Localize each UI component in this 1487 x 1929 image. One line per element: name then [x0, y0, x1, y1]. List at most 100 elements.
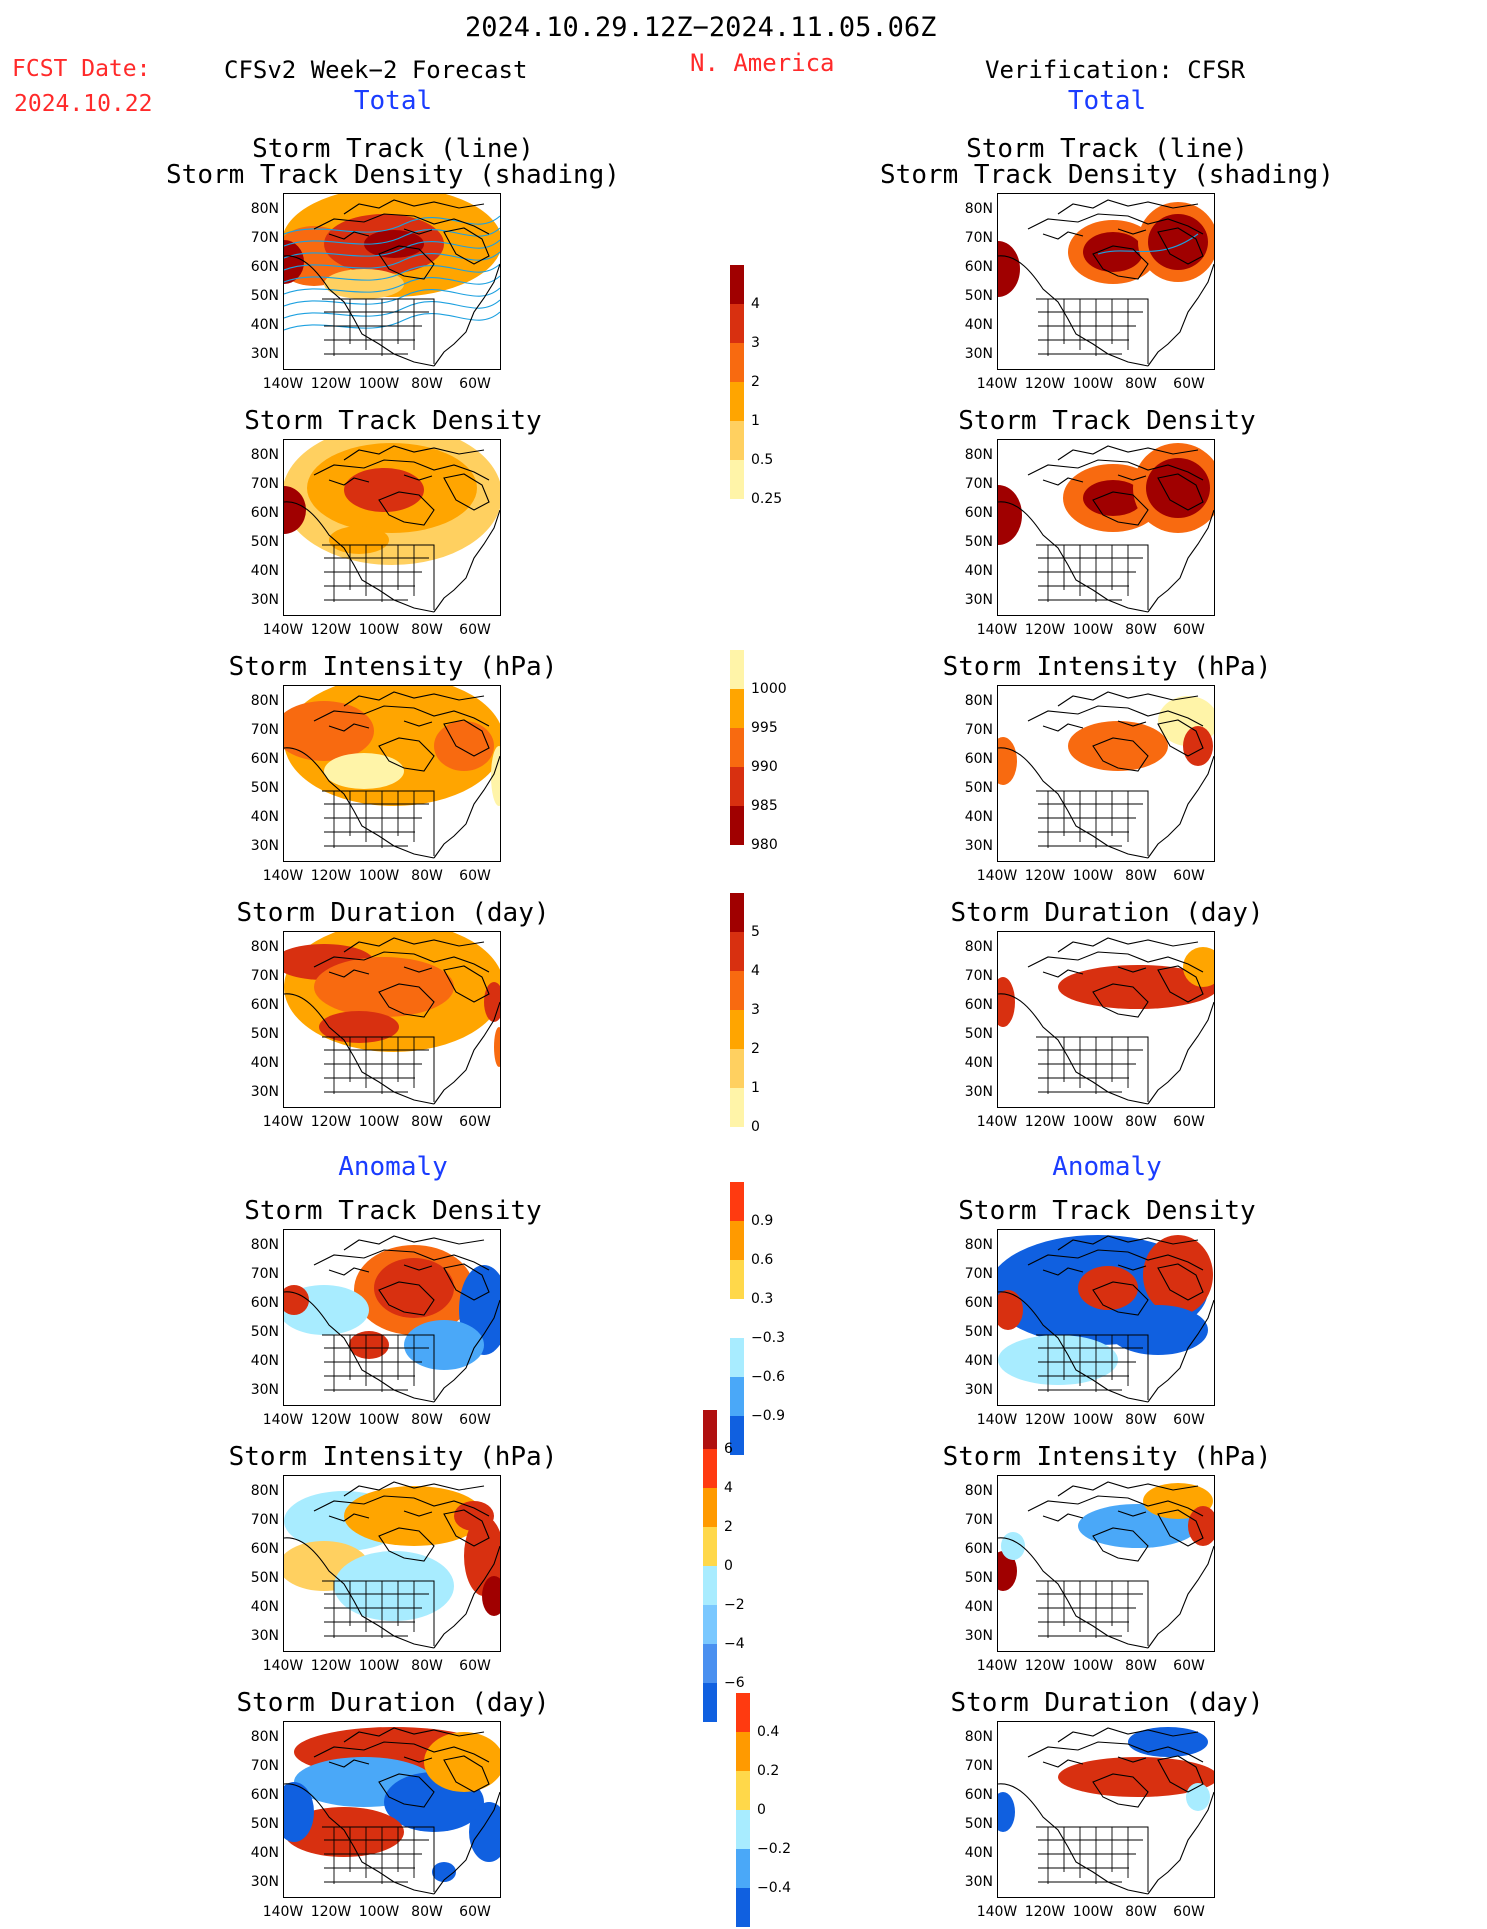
- panel-title-density_anom-R-0: Storm Track Density: [958, 1196, 1256, 1226]
- colorbar-density_anom-tick-4: −0.6: [751, 1369, 785, 1385]
- map-track_line-L: [283, 193, 501, 370]
- map-svg-track_line-L: [284, 194, 500, 367]
- lon-label-intensity_anom-L-3: 80W: [411, 1658, 443, 1674]
- lat-label-density_anom-R-2: 60N: [964, 1295, 993, 1311]
- track-line-7: [284, 299, 500, 319]
- lat-label-track_line-L-4: 40N: [250, 317, 279, 333]
- lon-label-intensity_anom-R-4: 60W: [1173, 1658, 1205, 1674]
- panel-title-intensity-L-0: Storm Intensity (hPa): [228, 652, 558, 682]
- map-svg-track_line-R: [998, 199, 1214, 367]
- lon-label-duration-R-0: 140W: [976, 1114, 1018, 1130]
- coastline-duration-L: [284, 937, 500, 1105]
- map-svg-intensity_anom-L: [284, 1481, 500, 1649]
- shading-track_line-R-4: [998, 241, 1020, 297]
- lat-label-track_line-L-3: 50N: [250, 288, 279, 304]
- panel-title-intensity_anom-R-0: Storm Intensity (hPa): [942, 1442, 1272, 1472]
- lat-label-duration-R-3: 50N: [964, 1026, 993, 1042]
- lat-label-intensity_anom-L-0: 80N: [250, 1483, 279, 1499]
- coastline-density_anom-R: [998, 1235, 1214, 1403]
- lat-label-density_anom-R-3: 50N: [964, 1324, 993, 1340]
- lat-label-track_line-L-0: 80N: [250, 201, 279, 217]
- colorbar-density_total-tick-5: 0.25: [751, 491, 783, 507]
- shading-track_line-L-5: [324, 269, 404, 299]
- lon-label-duration_anom-R-0: 140W: [976, 1904, 1018, 1920]
- colorbar-density_anom-tick-5: −0.9: [751, 1408, 785, 1424]
- shading-density_anom-R-4: [998, 1290, 1023, 1330]
- colorbar-duration_anom: [733, 1693, 753, 1929]
- colorbar-duration_total-tick-0: 5: [751, 924, 760, 940]
- lon-label-track_line-R-0: 140W: [976, 376, 1018, 392]
- colorbar-intensity_total-swatch-1: [730, 689, 744, 728]
- colorbar-density_anom-swatch-2: [730, 1260, 744, 1299]
- panel-title-track_line-R-0: Storm Track (line): [966, 134, 1248, 164]
- shading-duration_anom-R-2: [998, 1792, 1015, 1832]
- lat-label-intensity-R-5: 30N: [964, 838, 993, 854]
- panel-title-density_anom-L-0: Storm Track Density: [244, 1196, 542, 1226]
- lat-label-duration_anom-R-4: 40N: [964, 1845, 993, 1861]
- colorbar-density_anom-tick-1: 0.6: [751, 1252, 774, 1268]
- lat-label-density_anom-R-5: 30N: [964, 1382, 993, 1398]
- colorbar-density_anom-swatch-0: [730, 1182, 744, 1221]
- colorbar-duration_anom-swatch-4: [736, 1849, 750, 1888]
- lat-label-duration-R-0: 80N: [964, 939, 993, 955]
- shading-track_line-R-1: [1083, 232, 1143, 272]
- lat-label-duration_anom-R-2: 60N: [964, 1787, 993, 1803]
- map-intensity-R: [997, 685, 1215, 862]
- map-svg-duration_anom-R: [998, 1727, 1214, 1895]
- track-line-5: [284, 275, 500, 295]
- colorbar-density_total-swatch-3: [730, 382, 744, 421]
- lon-label-duration-R-1: 120W: [1024, 1114, 1066, 1130]
- lat-label-duration_anom-R-5: 30N: [964, 1874, 993, 1890]
- lon-label-duration_anom-L-1: 120W: [310, 1904, 352, 1920]
- lon-label-intensity-L-4: 60W: [459, 868, 491, 884]
- colorbar-intensity_anom-swatch-5: [703, 1605, 717, 1644]
- lon-label-density-R-1: 120W: [1024, 622, 1066, 638]
- colorbar-intensity_total-swatch-0: [730, 650, 744, 689]
- lon-label-density-R-0: 140W: [976, 622, 1018, 638]
- lon-label-duration_anom-R-4: 60W: [1173, 1904, 1205, 1920]
- shading-duration_anom-R-1: [1128, 1727, 1208, 1757]
- lat-label-density-L-3: 50N: [250, 534, 279, 550]
- track-line-0: [284, 215, 500, 235]
- shading-density-R-4: [998, 485, 1022, 545]
- coastline-duration-R: [998, 937, 1214, 1105]
- colorbar-density_anom-swatch-4: [730, 1338, 744, 1377]
- panel-title-intensity_anom-L-0: Storm Intensity (hPa): [228, 1442, 558, 1472]
- colorbar-density_total: [727, 265, 747, 501]
- colorbar-density_anom-swatch-1: [730, 1221, 744, 1260]
- lat-label-duration_anom-L-5: 30N: [250, 1874, 279, 1890]
- colorbar-density_total-swatch-1: [730, 304, 744, 343]
- lon-label-density_anom-R-0: 140W: [976, 1412, 1018, 1428]
- map-track_line-R: [997, 193, 1215, 370]
- lon-label-track_line-L-3: 80W: [411, 376, 443, 392]
- shading-duration-R-1: [1183, 947, 1214, 987]
- map-svg-intensity-R: [998, 691, 1214, 859]
- colorbar-duration_anom-swatch-2: [736, 1771, 750, 1810]
- total-label-R: Total: [1067, 86, 1147, 116]
- shading-intensity-L-3: [324, 753, 404, 789]
- map-duration_anom-L: [283, 1721, 501, 1898]
- shading-duration_anom-L-4: [284, 1782, 314, 1842]
- lon-label-density_anom-L-1: 120W: [310, 1412, 352, 1428]
- lat-label-density-R-3: 50N: [964, 534, 993, 550]
- coastline-intensity_anom-R: [998, 1481, 1214, 1649]
- colorbar-duration_anom-tick-2: 0: [757, 1802, 766, 1818]
- total-label-L: Total: [353, 86, 433, 116]
- lat-label-intensity_anom-R-2: 60N: [964, 1541, 993, 1557]
- lon-label-intensity_anom-R-3: 80W: [1125, 1658, 1157, 1674]
- lat-label-density-R-1: 70N: [964, 476, 993, 492]
- shading-density_anom-R-3: [998, 1335, 1118, 1385]
- lon-label-duration_anom-R-1: 120W: [1024, 1904, 1066, 1920]
- lat-label-duration_anom-L-1: 70N: [250, 1758, 279, 1774]
- colorbar-duration_total-tick-2: 3: [751, 1002, 760, 1018]
- lon-label-duration_anom-R-2: 100W: [1072, 1904, 1114, 1920]
- fcst-date-value: 2024.10.22: [14, 91, 153, 117]
- colorbar-intensity_anom: [700, 1410, 720, 1724]
- lat-label-intensity_anom-L-5: 30N: [250, 1628, 279, 1644]
- lon-label-track_line-L-4: 60W: [459, 376, 491, 392]
- lat-label-density_anom-L-5: 30N: [250, 1382, 279, 1398]
- lat-label-duration-L-1: 70N: [250, 968, 279, 984]
- lat-label-intensity-R-3: 50N: [964, 780, 993, 796]
- lon-label-density-R-4: 60W: [1173, 622, 1205, 638]
- colorbar-density_anom: [727, 1182, 747, 1457]
